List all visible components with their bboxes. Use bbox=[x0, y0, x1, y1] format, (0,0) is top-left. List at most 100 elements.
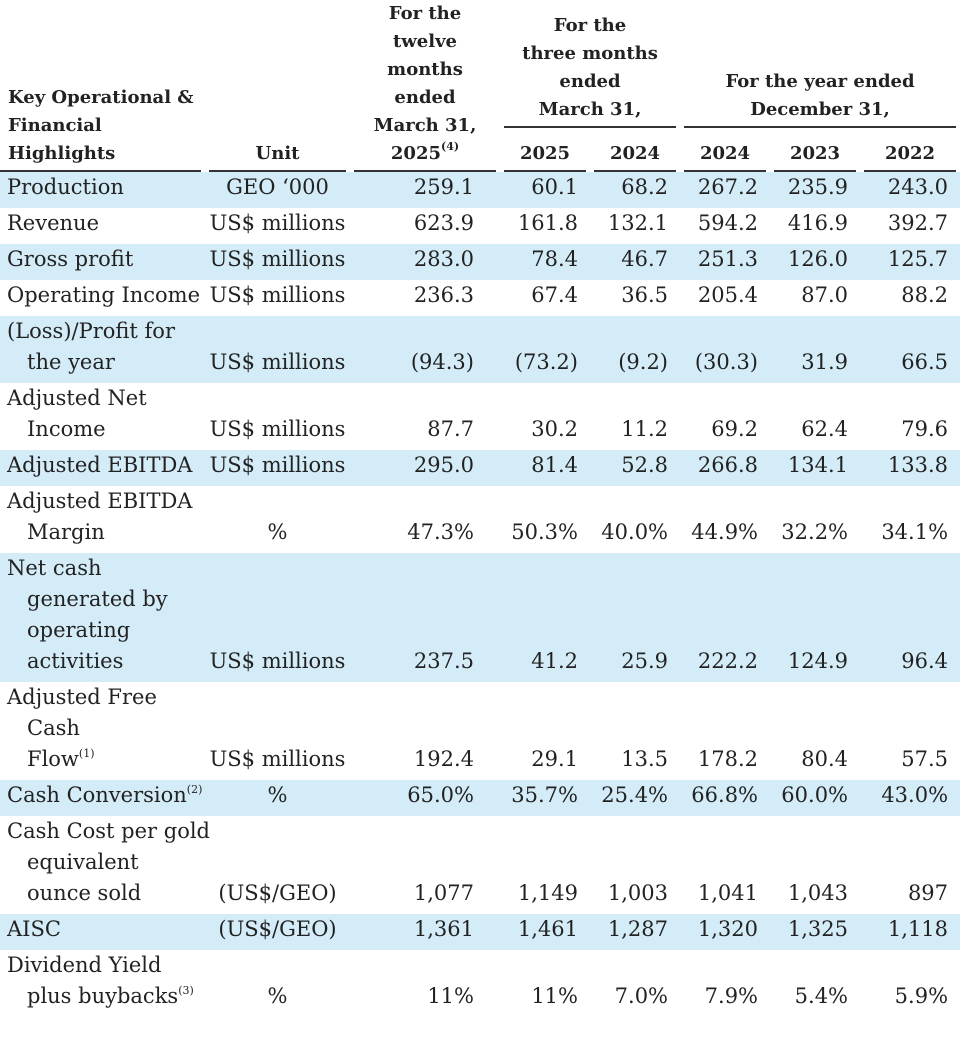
label-line: Adjusted Free bbox=[7, 685, 157, 709]
header-underline: For the three months ended March 31, bbox=[504, 12, 677, 128]
value-cell: 78.4 bbox=[500, 244, 590, 280]
label-line: AISC bbox=[7, 917, 61, 941]
value-cell: 251.3 bbox=[680, 244, 771, 280]
value-cell: 52.8 bbox=[590, 450, 681, 486]
unit-cell: US$ millions bbox=[205, 553, 350, 682]
value-cell: 1,043 bbox=[787, 881, 849, 905]
header-line: 2025(4) bbox=[390, 140, 460, 164]
header-underline: For the year ended December 31, bbox=[684, 68, 957, 128]
data-row: (Loss)/Profit for the year US$ millions (94… bbox=[0, 316, 960, 383]
row-label: Adjusted Free Cash Flow(1) bbox=[0, 682, 205, 780]
value-cell: 126.0 bbox=[770, 244, 861, 280]
data-row: AISC (US$/GEO) 1,361 1,461 1,287 1,320 1,325 1,… bbox=[0, 914, 960, 950]
row-label: (Loss)/Profit for the year bbox=[0, 316, 205, 383]
value-cell: 283.0 bbox=[350, 244, 500, 280]
header-cell: Unit bbox=[205, 0, 350, 172]
data-row: Adjusted EBITDA US$ millions 295.0 81.4 52.8… bbox=[0, 450, 960, 486]
value-cell: 25.9 bbox=[590, 553, 681, 682]
value-cell: 623.9 bbox=[413, 211, 474, 235]
label-line: activities bbox=[27, 649, 124, 673]
header-group: For the year ended December 31, bbox=[680, 0, 960, 128]
row-label: AISC bbox=[0, 914, 205, 950]
value-cell: 88.2 bbox=[901, 283, 949, 307]
header-cell: Key Operational & Financial Highlights bbox=[0, 0, 205, 172]
header-group: For the three months ended March 31, bbox=[500, 0, 680, 128]
value-cell: 29.1 bbox=[531, 747, 578, 771]
value-cell: 1,320 bbox=[680, 914, 771, 950]
label-line: Income bbox=[27, 417, 106, 441]
value-cell: 1,149 bbox=[517, 881, 578, 905]
value-cell: 897 bbox=[907, 881, 949, 905]
label-line: Adjusted EBITDA bbox=[7, 453, 193, 477]
value-cell: 87.0 bbox=[801, 283, 849, 307]
value-cell: 43.0% bbox=[860, 780, 960, 816]
year-header: 2024 bbox=[590, 128, 680, 172]
value-cell: (9.2) bbox=[590, 316, 681, 383]
header-underline: 2023 bbox=[774, 140, 857, 172]
value-cell: 1,461 bbox=[500, 914, 590, 950]
value-cell: 1,325 bbox=[770, 914, 861, 950]
year-header: 2024 bbox=[680, 128, 770, 172]
row-label: Adjusted Net Income bbox=[0, 383, 205, 450]
unit-cell: (US$/GEO) bbox=[218, 881, 337, 905]
header-line: For the bbox=[388, 3, 462, 24]
value-cell: 50.3% bbox=[511, 520, 578, 544]
data-row: Net cash generated by operating activities U… bbox=[0, 553, 960, 682]
header-underline: 2024 bbox=[684, 140, 767, 172]
unit-cell: % bbox=[205, 780, 350, 816]
value-cell: 178.2 bbox=[697, 747, 759, 771]
value-cell: 62.4 bbox=[801, 417, 849, 441]
value-cell: 13.5 bbox=[621, 747, 669, 771]
label-line: Dividend Yield bbox=[7, 953, 162, 977]
value-cell: 1,118 bbox=[860, 914, 960, 950]
value-cell: 34.1% bbox=[881, 520, 949, 544]
value-cell: 132.1 bbox=[607, 211, 669, 235]
value-cell: 392.7 bbox=[887, 211, 949, 235]
header-line: March 31, bbox=[373, 115, 477, 136]
label-line: Adjusted Net bbox=[7, 386, 147, 410]
value-cell: 11% bbox=[427, 984, 474, 1008]
value-cell: 25.4% bbox=[590, 780, 681, 816]
footnote-mark: (2) bbox=[186, 783, 203, 796]
value-cell: 46.7 bbox=[590, 244, 681, 280]
value-cell: 235.9 bbox=[770, 172, 861, 208]
value-cell: 60.0% bbox=[770, 780, 861, 816]
unit-cell: % bbox=[267, 520, 288, 544]
year-header: 2025 bbox=[500, 128, 590, 172]
header-cell: For the twelve months ended March 31, 2025(4… bbox=[350, 0, 500, 172]
value-cell: 30.2 bbox=[531, 417, 578, 441]
row-label: Adjusted EBITDA bbox=[0, 450, 205, 486]
footnote-mark: (4) bbox=[441, 140, 460, 153]
value-cell: 44.9% bbox=[691, 520, 759, 544]
value-cell: 40.0% bbox=[601, 520, 669, 544]
header-line: Unit bbox=[255, 143, 300, 164]
unit-cell: US$ millions bbox=[209, 747, 346, 771]
value-cell: (30.3) bbox=[680, 316, 771, 383]
data-row: Adjusted Free Cash Flow(1) US$ millions 192.… bbox=[0, 682, 960, 780]
header-underline: Key Operational & Financial Highlights bbox=[0, 84, 201, 172]
value-cell: 267.2 bbox=[680, 172, 771, 208]
value-cell: 67.4 bbox=[531, 283, 578, 307]
label-line: (Loss)/Profit for bbox=[7, 319, 175, 343]
row-label: Gross profit bbox=[0, 244, 205, 280]
value-cell: 192.4 bbox=[413, 747, 474, 771]
label-line: Operating Income bbox=[7, 283, 201, 307]
unit-cell: US$ millions bbox=[209, 417, 346, 441]
header-line: December 31, bbox=[750, 99, 890, 120]
value-cell: 134.1 bbox=[770, 450, 861, 486]
value-cell: 80.4 bbox=[801, 747, 849, 771]
header-underline: For the twelve months ended March 31, 2025(4… bbox=[354, 0, 496, 172]
label-line: Net cash bbox=[7, 556, 102, 580]
label-line: operating bbox=[27, 618, 131, 642]
value-cell: 87.7 bbox=[427, 417, 474, 441]
row-label: Cash Conversion(2) bbox=[0, 780, 205, 816]
value-cell: 125.7 bbox=[860, 244, 960, 280]
label-line: plus buybacks(3) bbox=[27, 984, 194, 1008]
header-underline: 2024 bbox=[594, 140, 677, 172]
unit-cell: US$ millions bbox=[209, 211, 346, 235]
value-cell: 1,003 bbox=[607, 881, 669, 905]
value-cell: 47.3% bbox=[407, 520, 474, 544]
row-label: Revenue bbox=[0, 208, 205, 244]
data-row: Cash Conversion(2)% 65.0% 35.7% 25.4% 66.8% 6… bbox=[0, 780, 960, 816]
value-cell: (94.3) bbox=[350, 316, 500, 383]
